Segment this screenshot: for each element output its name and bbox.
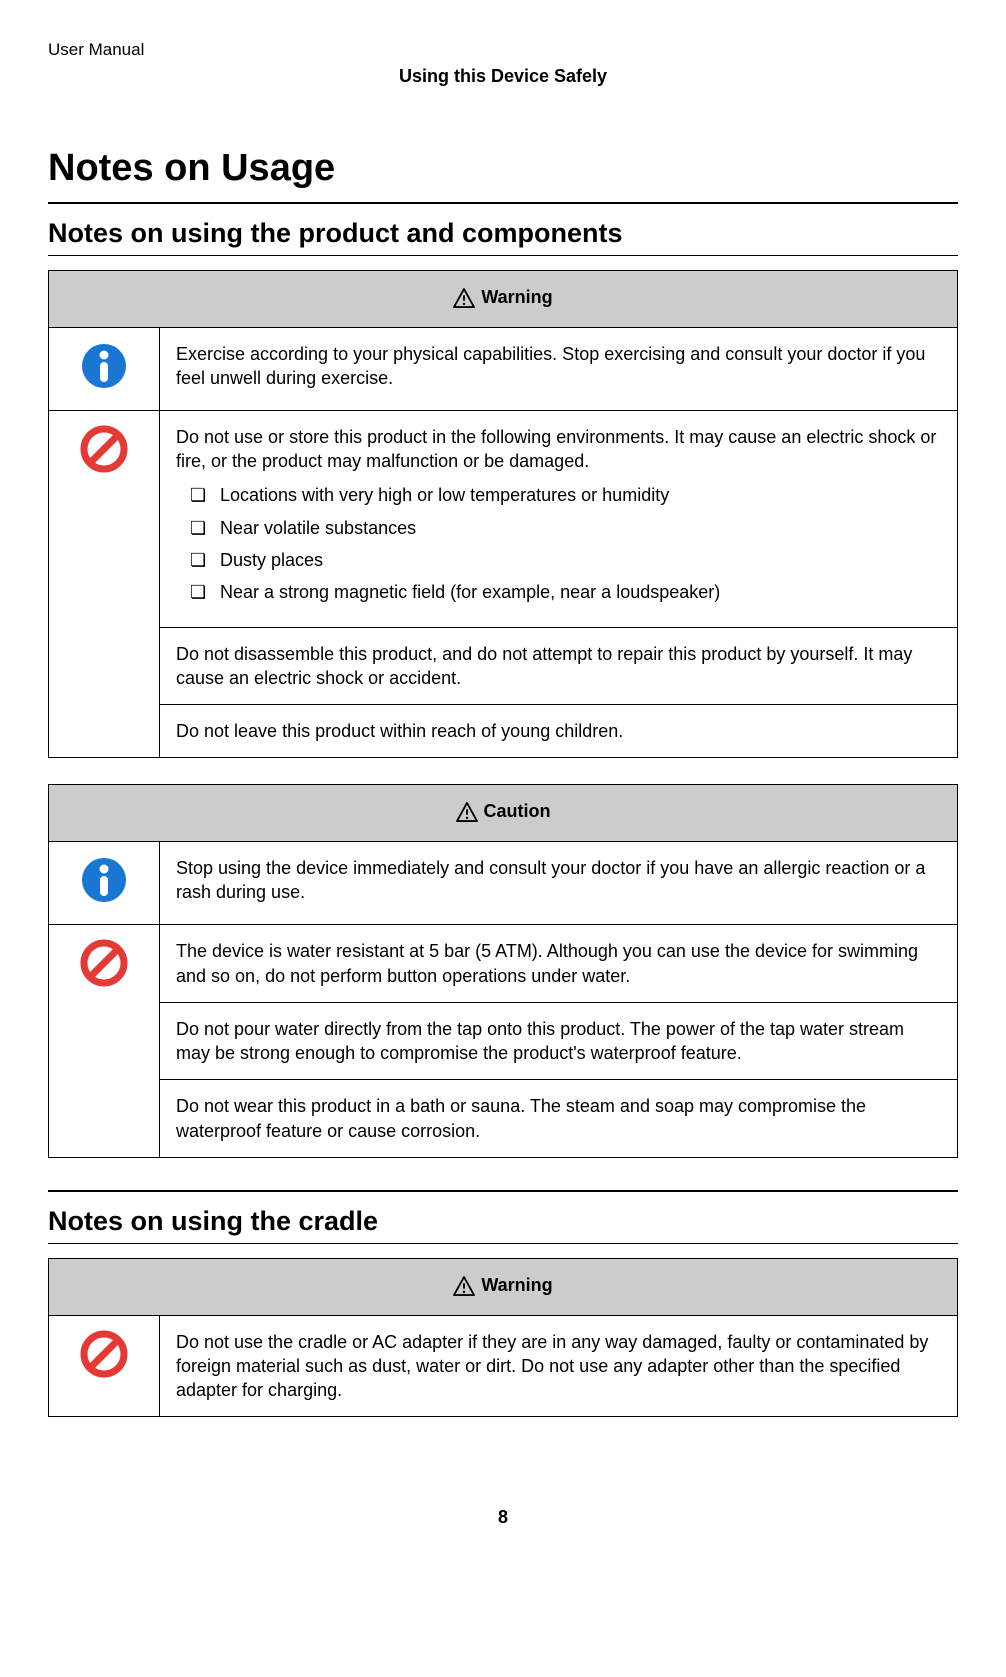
warning-label: Warning [481,287,552,308]
caution-header: Caution [49,785,958,842]
info-icon-cell [49,327,160,410]
env-intro-text: Do not use or store this product in the … [176,427,936,471]
caution-table-1: Caution Stop using the device immediatel… [48,784,958,1158]
subsection-heading-2: Notes on using the cradle [48,1206,958,1237]
warning-header: Warning [49,271,958,328]
caution-triangle-icon [456,802,478,822]
warning-text-environments: Do not use or store this product in the … [160,410,958,627]
header-brand: User Manual [48,40,958,60]
header-section: Using this Device Safely [48,66,958,87]
caution-text-water: The device is water resistant at 5 bar (… [160,925,958,1003]
env-list-item: Dusty places [190,548,941,572]
warning-header: Warning [49,1259,958,1316]
caution-label: Caution [484,801,551,822]
divider [48,1190,958,1192]
subsection-heading-1: Notes on using the product and component… [48,218,958,249]
warning-triangle-icon [453,1276,475,1296]
mandatory-icon [80,856,128,904]
divider [48,255,958,256]
warning-table-1: Warning Exercise according to your physi… [48,270,958,758]
env-list-item: Locations with very high or low temperat… [190,483,941,507]
caution-text-sauna: Do not wear this product in a bath or sa… [160,1080,958,1158]
prohibit-icon-cell [49,925,160,1158]
warning-text-children: Do not leave this product within reach o… [160,705,958,758]
warning-label: Warning [481,1275,552,1296]
caution-text-tap: Do not pour water directly from the tap … [160,1002,958,1080]
page-title: Notes on Usage [48,147,958,190]
env-list: Locations with very high or low temperat… [186,483,941,604]
divider [48,1243,958,1244]
warning-text-exercise: Exercise according to your physical capa… [160,327,958,410]
prohibit-icon-cell [49,1315,160,1417]
mandatory-icon [80,342,128,390]
info-icon-cell [49,841,160,924]
prohibit-icon [80,1330,128,1378]
prohibit-icon-cell [49,410,160,758]
env-list-item: Near a strong magnetic field (for exampl… [190,580,941,604]
warning-text-disassemble: Do not disassemble this product, and do … [160,627,958,705]
divider [48,202,958,204]
warning-triangle-icon [453,288,475,308]
prohibit-icon [80,425,128,473]
caution-text-allergic: Stop using the device immediately and co… [160,841,958,924]
warning-text-cradle: Do not use the cradle or AC adapter if t… [160,1315,958,1417]
prohibit-icon [80,939,128,987]
page-number: 8 [48,1507,958,1528]
env-list-item: Near volatile substances [190,516,941,540]
warning-table-2: Warning Do not use the cradle or AC adap… [48,1258,958,1417]
